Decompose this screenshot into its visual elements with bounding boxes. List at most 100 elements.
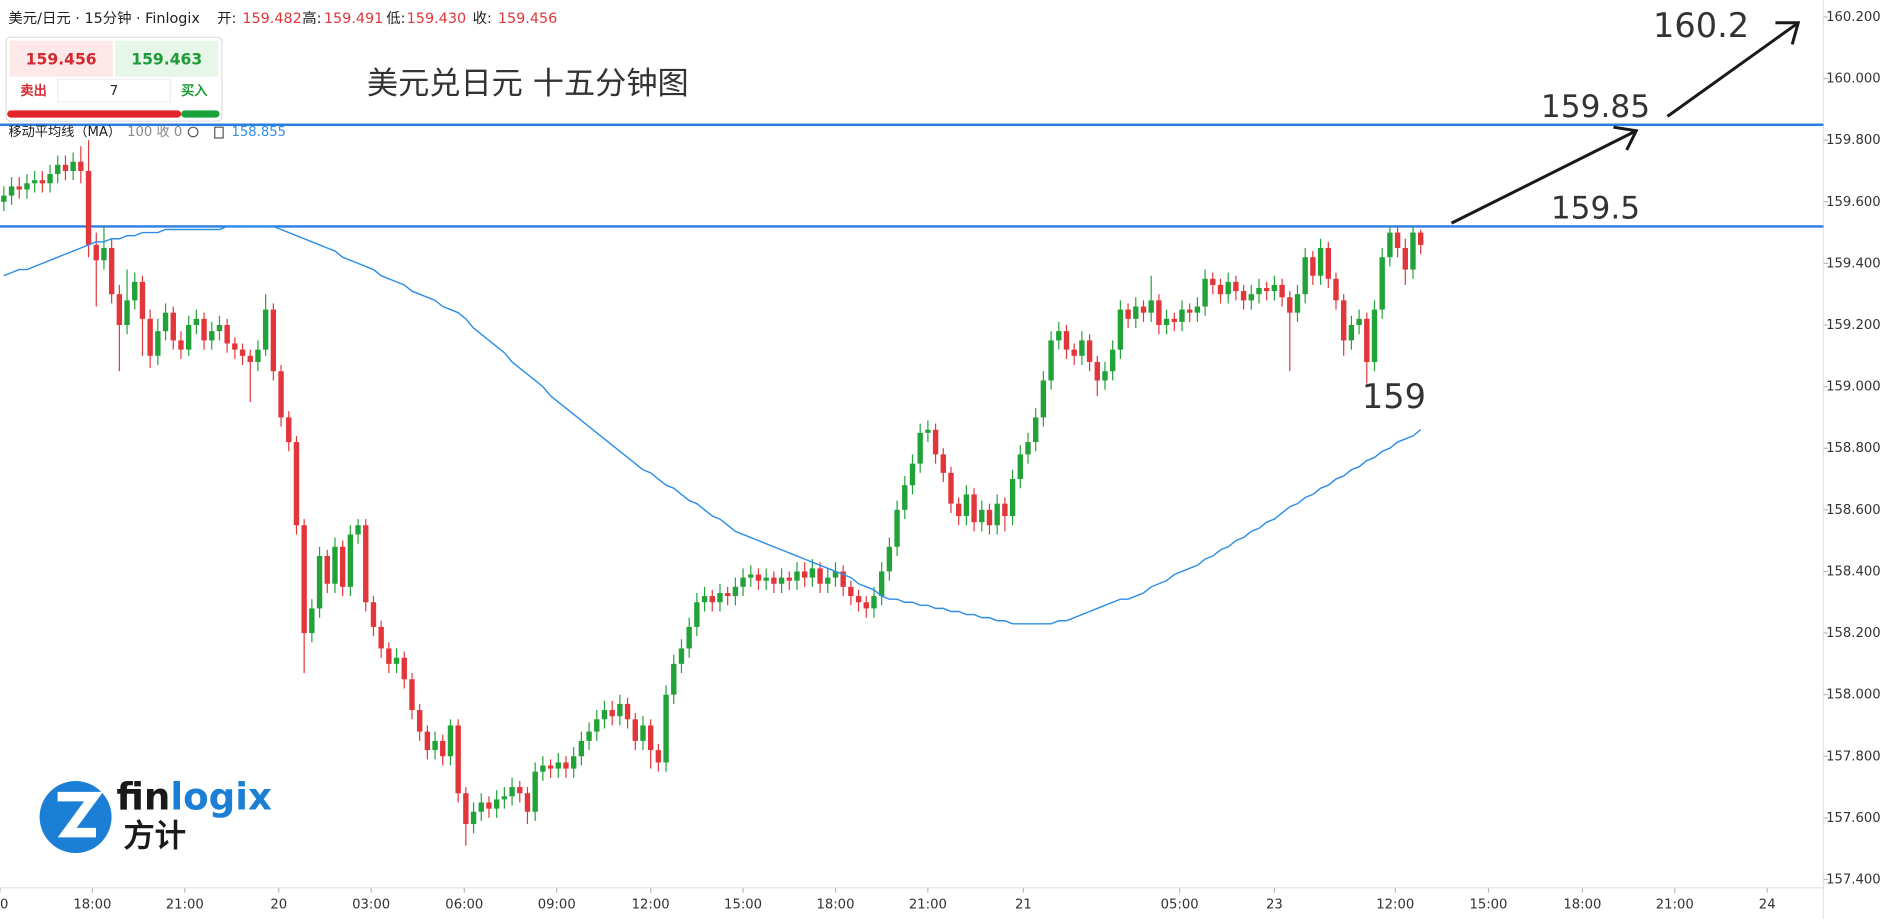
candle-body bbox=[101, 247, 107, 261]
candle-body bbox=[416, 710, 423, 732]
y-tick-label: 158.200 bbox=[1826, 626, 1881, 641]
candle-body bbox=[185, 324, 192, 350]
sell-button[interactable]: 卖出 bbox=[20, 82, 46, 99]
candle-body bbox=[47, 174, 53, 184]
candle-body bbox=[1079, 340, 1085, 356]
candle-body bbox=[855, 596, 862, 603]
candle-body bbox=[563, 762, 569, 769]
candle-body bbox=[509, 787, 515, 797]
chart-title: 美元兑日元 十五分钟图 bbox=[367, 66, 689, 102]
candle-body bbox=[332, 546, 338, 584]
candle-body bbox=[316, 556, 323, 609]
x-tick-label: 18:00 bbox=[816, 898, 854, 913]
x-tick-label: 15:00 bbox=[724, 898, 762, 913]
candle-body bbox=[209, 331, 215, 341]
candle-body bbox=[486, 802, 492, 809]
candle-body bbox=[540, 765, 546, 772]
settings-icon[interactable] bbox=[187, 126, 199, 138]
candle-body bbox=[378, 626, 384, 649]
candle-body bbox=[455, 725, 461, 794]
candle-body bbox=[1356, 318, 1362, 325]
candle-body bbox=[1071, 349, 1077, 356]
candle-body bbox=[1310, 257, 1316, 276]
y-tick-label: 157.400 bbox=[1826, 872, 1881, 887]
candle-body bbox=[155, 331, 161, 356]
candle-body bbox=[840, 571, 846, 587]
candle-body bbox=[370, 602, 377, 627]
candle-body bbox=[293, 442, 300, 526]
x-tick-label: 03:00 bbox=[352, 898, 390, 913]
candle-body bbox=[955, 503, 962, 516]
candle-body bbox=[1394, 232, 1401, 248]
candle-body bbox=[501, 796, 508, 800]
candle-body bbox=[917, 432, 923, 464]
trade-widget: 159.456 159.463 卖出 7 买入 bbox=[5, 36, 223, 122]
support-annotation: 159 bbox=[1362, 377, 1426, 416]
sell-cell[interactable] bbox=[9, 40, 113, 77]
x-tick-label: 06:00 bbox=[445, 898, 483, 913]
candle-body bbox=[424, 731, 431, 751]
candle-body bbox=[24, 183, 30, 190]
candle-body bbox=[216, 324, 223, 332]
candle-body bbox=[1410, 232, 1416, 270]
x-tick-label: 21:00 bbox=[909, 898, 947, 913]
candle-body bbox=[1387, 232, 1393, 258]
candle-body bbox=[763, 577, 769, 581]
candle-body bbox=[1294, 294, 1301, 313]
candle-body bbox=[1287, 297, 1293, 313]
buy-button[interactable]: 买入 bbox=[181, 83, 208, 99]
candle-body bbox=[894, 509, 900, 547]
candle-body bbox=[655, 750, 662, 763]
candle-body bbox=[1248, 294, 1254, 301]
y-tick-label: 160.200 bbox=[1826, 10, 1881, 25]
candle-body bbox=[239, 349, 246, 356]
logo: fin logix 方计 bbox=[39, 775, 272, 854]
candle-body bbox=[671, 663, 677, 695]
candle-body bbox=[1117, 309, 1124, 350]
candle-body bbox=[594, 719, 600, 732]
candle-body bbox=[632, 719, 638, 741]
candle-body bbox=[948, 472, 954, 504]
candle-body bbox=[617, 703, 623, 717]
candle-body bbox=[286, 417, 292, 443]
sell-ratio bbox=[7, 110, 182, 118]
x-tick-label: 24 bbox=[1759, 898, 1776, 913]
logo-chinese: 方计 bbox=[124, 818, 186, 854]
arrow-head bbox=[1775, 21, 1801, 45]
candle-body bbox=[1364, 318, 1370, 362]
candle-body bbox=[116, 294, 123, 325]
candle-body bbox=[31, 180, 38, 184]
candle-body bbox=[409, 679, 415, 711]
buy-cell[interactable] bbox=[115, 40, 219, 77]
candle-body bbox=[255, 349, 261, 362]
candle-body bbox=[825, 577, 831, 584]
y-tick-label: 159.200 bbox=[1826, 318, 1881, 333]
close-label: 收: bbox=[473, 10, 492, 27]
candle-body bbox=[724, 593, 731, 597]
candle-body bbox=[1086, 340, 1093, 362]
price-level-label: 159.85 bbox=[1541, 89, 1650, 125]
candle-body bbox=[1171, 318, 1177, 322]
quantity-input[interactable] bbox=[56, 78, 171, 103]
moving-average-line bbox=[3, 225, 1422, 625]
ma-legend-params: 100 收 0 bbox=[127, 124, 182, 140]
candle-body bbox=[555, 762, 561, 769]
y-tick-label: 159.800 bbox=[1826, 133, 1881, 148]
buy-price[interactable]: 159.463 bbox=[131, 50, 202, 68]
sell-price[interactable]: 159.456 bbox=[26, 50, 97, 68]
y-tick-label: 158.800 bbox=[1826, 441, 1881, 456]
quantity[interactable]: 7 bbox=[110, 84, 118, 99]
candle-body bbox=[640, 725, 646, 741]
candle-body bbox=[1233, 281, 1239, 292]
candle-body bbox=[39, 180, 46, 184]
candle-body bbox=[1263, 288, 1270, 292]
candle-body bbox=[339, 546, 346, 587]
delete-icon[interactable] bbox=[214, 126, 224, 139]
candle-body bbox=[979, 509, 985, 523]
candle-body bbox=[1333, 278, 1339, 301]
candle-body bbox=[748, 574, 754, 578]
candle-body bbox=[1056, 331, 1062, 341]
candle-body bbox=[909, 463, 916, 486]
